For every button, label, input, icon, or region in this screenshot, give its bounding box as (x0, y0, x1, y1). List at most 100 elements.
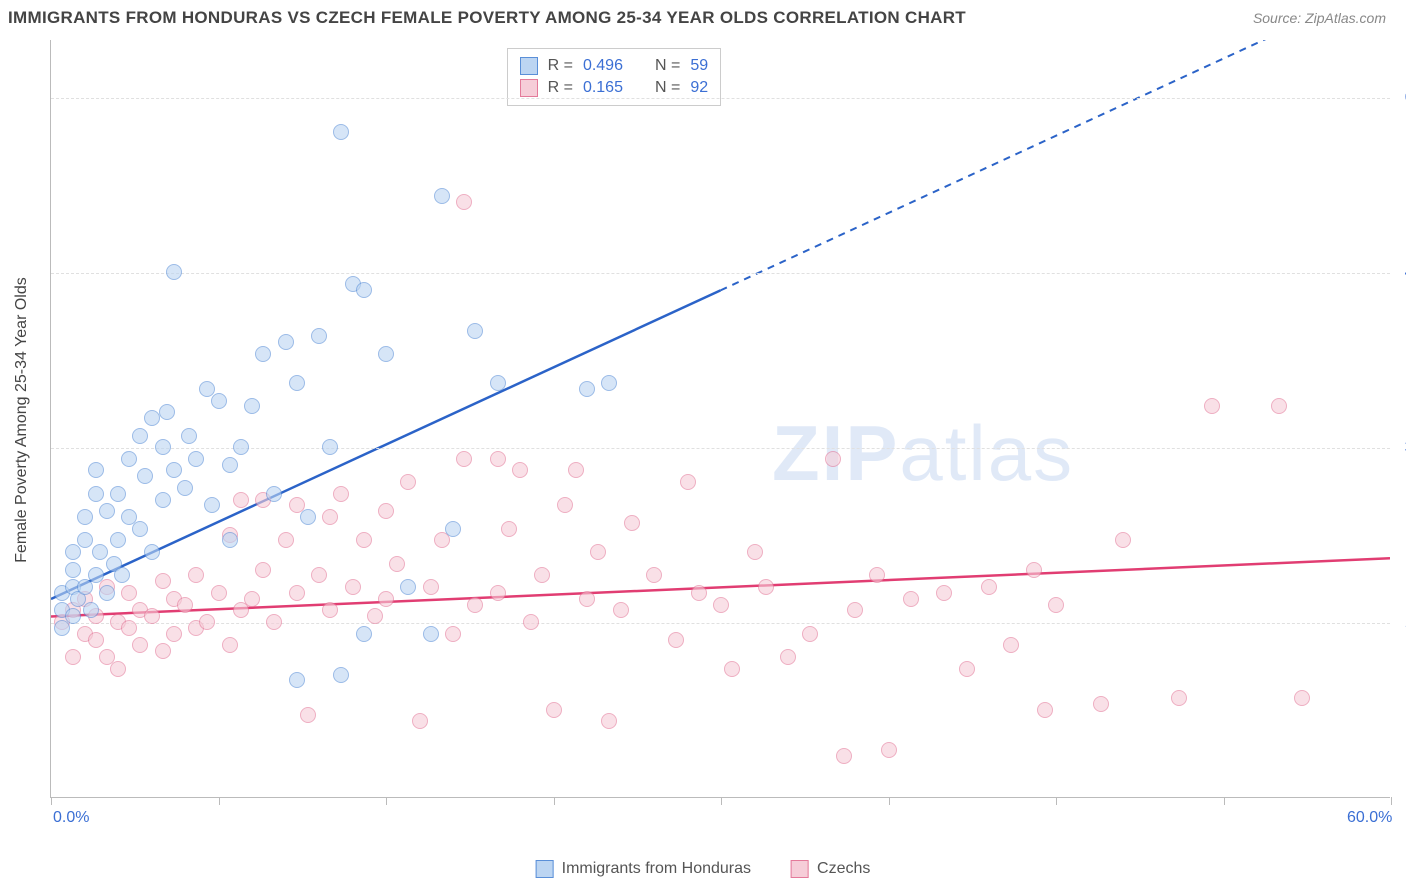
data-point (166, 626, 182, 642)
data-point (255, 562, 271, 578)
watermark: ZIPatlas (772, 408, 1074, 499)
y-tick-label: 30.0% (1394, 439, 1406, 457)
data-point (981, 579, 997, 595)
x-tick (721, 797, 722, 805)
bottom-legend: Immigrants from HondurasCzechs (536, 860, 871, 878)
stats-row: R =0.165N =92 (520, 77, 709, 99)
data-point (199, 614, 215, 630)
stat-r-value: 0.496 (583, 57, 623, 75)
chart-source: Source: ZipAtlas.com (1253, 10, 1386, 26)
data-point (311, 567, 327, 583)
data-point (137, 468, 153, 484)
data-point (88, 486, 104, 502)
data-point (300, 707, 316, 723)
legend-item: Immigrants from Honduras (536, 860, 751, 878)
data-point (400, 474, 416, 490)
stat-n-label: N = (655, 79, 680, 97)
data-point (445, 626, 461, 642)
data-point (222, 457, 238, 473)
x-tick (219, 797, 220, 805)
data-point (155, 643, 171, 659)
data-point (345, 579, 361, 595)
data-point (1115, 532, 1131, 548)
data-point (869, 567, 885, 583)
x-tick (51, 797, 52, 805)
data-point (512, 462, 528, 478)
data-point (456, 194, 472, 210)
data-point (579, 591, 595, 607)
data-point (1271, 398, 1287, 414)
stats-legend-box: R =0.496N =59R =0.165N =92 (507, 48, 722, 106)
data-point (289, 585, 305, 601)
gridline (51, 448, 1390, 449)
data-point (378, 591, 394, 607)
gridline (51, 273, 1390, 274)
data-point (278, 334, 294, 350)
data-point (266, 614, 282, 630)
data-point (378, 346, 394, 362)
data-point (356, 282, 372, 298)
x-tick-label: 0.0% (53, 809, 89, 827)
data-point (613, 602, 629, 618)
data-point (389, 556, 405, 572)
data-point (181, 428, 197, 444)
y-tick-label: 60.0% (1394, 89, 1406, 107)
data-point (83, 602, 99, 618)
data-point (680, 474, 696, 490)
legend-label: Immigrants from Honduras (562, 860, 751, 878)
x-tick (1056, 797, 1057, 805)
data-point (1171, 690, 1187, 706)
data-point (99, 585, 115, 601)
data-point (1048, 597, 1064, 613)
data-point (412, 713, 428, 729)
data-point (568, 462, 584, 478)
data-point (166, 264, 182, 280)
data-point (1093, 696, 1109, 712)
data-point (356, 532, 372, 548)
data-point (159, 404, 175, 420)
data-point (155, 439, 171, 455)
data-point (367, 608, 383, 624)
data-point (747, 544, 763, 560)
data-point (244, 591, 260, 607)
data-point (456, 451, 472, 467)
chart-title: IMMIGRANTS FROM HONDURAS VS CZECH FEMALE… (8, 8, 966, 28)
data-point (132, 428, 148, 444)
data-point (691, 585, 707, 601)
data-point (144, 608, 160, 624)
data-point (836, 748, 852, 764)
data-point (155, 492, 171, 508)
data-point (434, 188, 450, 204)
data-point (211, 585, 227, 601)
data-point (601, 713, 617, 729)
gridline (51, 98, 1390, 99)
data-point (65, 649, 81, 665)
data-point (132, 637, 148, 653)
stat-r-label: R = (548, 57, 573, 75)
data-point (378, 503, 394, 519)
x-tick-label: 60.0% (1347, 809, 1392, 827)
data-point (490, 375, 506, 391)
data-point (646, 567, 662, 583)
legend-swatch (520, 79, 538, 97)
data-point (222, 637, 238, 653)
data-point (356, 626, 372, 642)
trend-lines (51, 40, 1390, 797)
y-tick-label: 15.0% (1394, 614, 1406, 632)
data-point (467, 597, 483, 613)
data-point (88, 632, 104, 648)
legend-swatch (536, 860, 554, 878)
data-point (501, 521, 517, 537)
data-point (400, 579, 416, 595)
data-point (333, 124, 349, 140)
data-point (847, 602, 863, 618)
data-point (121, 451, 137, 467)
data-point (534, 567, 550, 583)
data-point (802, 626, 818, 642)
data-point (177, 480, 193, 496)
data-point (278, 532, 294, 548)
data-point (300, 509, 316, 525)
data-point (92, 544, 108, 560)
data-point (1026, 562, 1042, 578)
data-point (825, 451, 841, 467)
